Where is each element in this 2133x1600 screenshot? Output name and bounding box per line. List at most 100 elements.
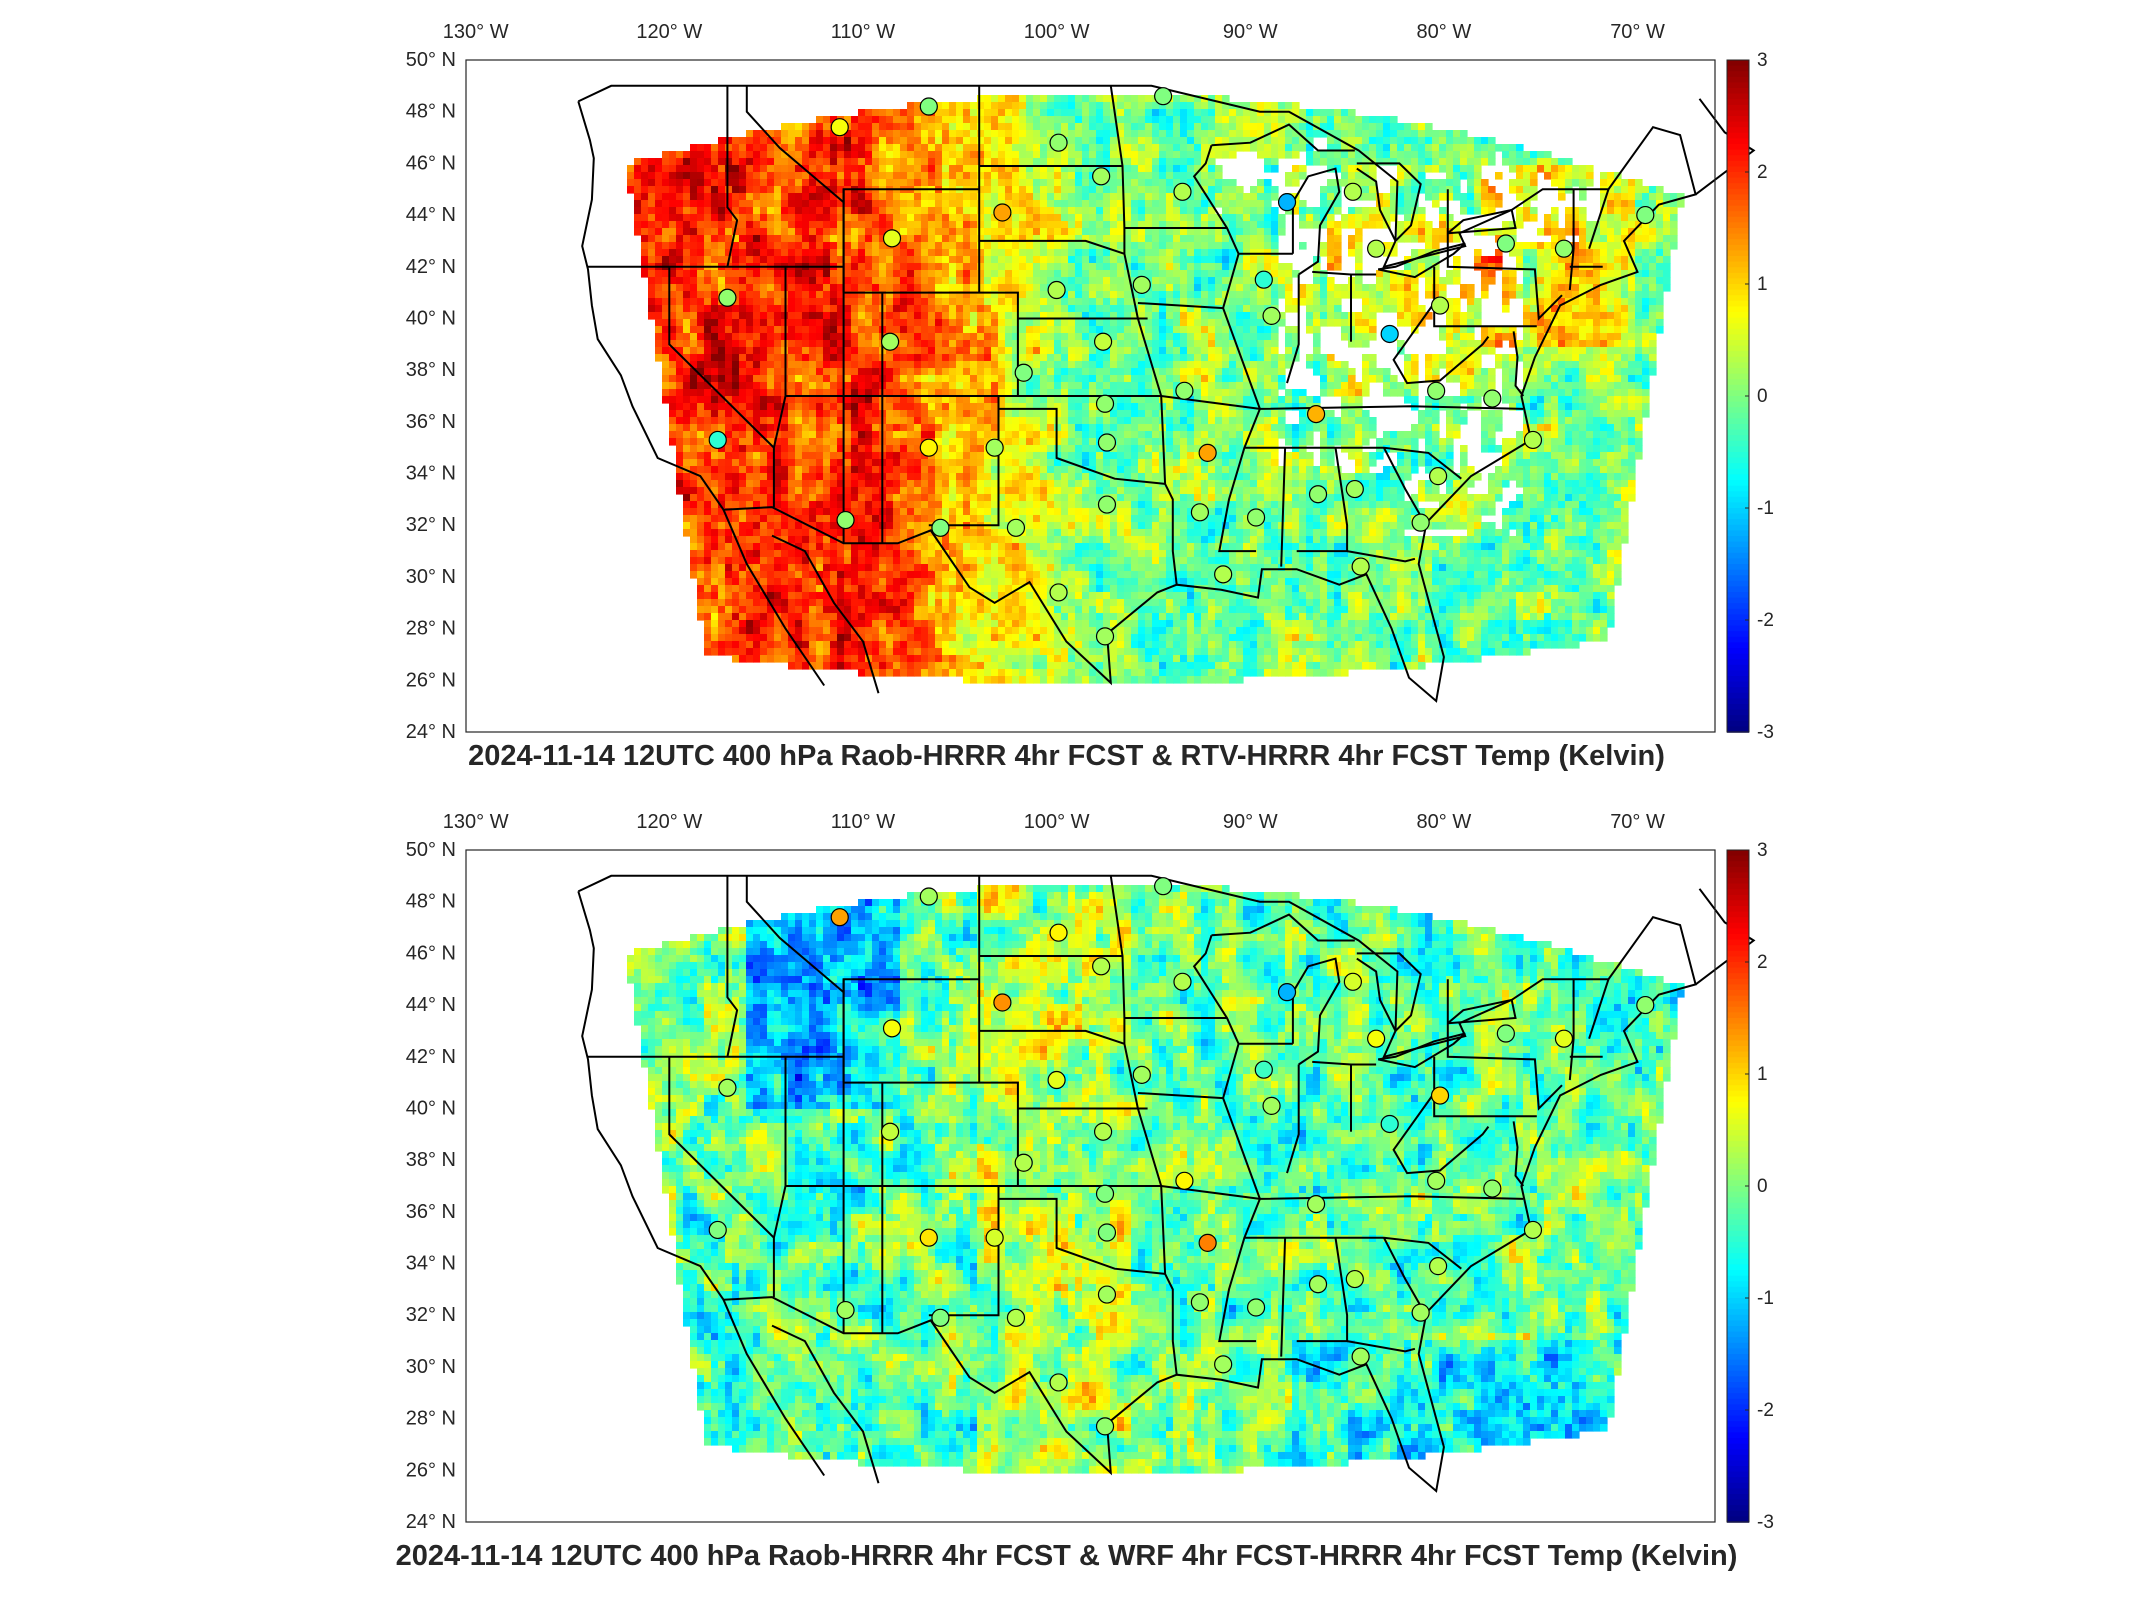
boundary-line (1286, 1064, 1300, 1174)
colorbar-segment (1727, 244, 1749, 252)
colorbar-segment (1727, 368, 1749, 375)
colorbar-segment (1727, 188, 1749, 196)
colorbar-segment (1727, 1426, 1749, 1434)
colorbar-segment (1727, 328, 1749, 336)
raob-station-marker (836, 510, 855, 530)
colorbar-segment (1727, 99, 1749, 106)
longitude-tick-label: 120° W (636, 811, 702, 833)
colorbar-segment (1727, 222, 1749, 229)
colorbar-segment (1727, 362, 1749, 369)
latitude-tick-label: 26° N (406, 669, 456, 691)
colorbar-segment (1727, 1124, 1749, 1131)
raob-station-marker (931, 518, 950, 537)
colorbar-segment (1727, 978, 1749, 986)
latitude-tick-label: 48° N (406, 101, 456, 123)
colorbar-segment (1727, 1130, 1749, 1137)
colorbar-segment (1727, 1090, 1749, 1098)
boundary-line (1211, 123, 1355, 152)
colorbar-segment (1727, 1404, 1749, 1411)
colorbar-segment (1727, 1348, 1749, 1355)
boundary-line (722, 509, 826, 687)
boundary-line (1291, 957, 1341, 1066)
raob-station-marker (1636, 205, 1655, 225)
colorbar-segment (1727, 524, 1749, 532)
boundary-line (577, 84, 1697, 703)
colorbar-segment (1727, 1068, 1749, 1075)
colorbar-segment (1727, 261, 1749, 268)
raob-station-marker (1411, 1303, 1430, 1322)
raob-station-marker (919, 438, 938, 457)
boundary-line (771, 534, 880, 694)
latitude-tick-label: 28° N (406, 1408, 456, 1430)
raob-station-marker (1262, 306, 1281, 325)
raob-station-marker (718, 288, 737, 307)
colorbar-segment (1727, 82, 1749, 89)
colorbar-segment (1727, 1186, 1749, 1193)
colorbar-segment (1727, 878, 1749, 885)
raob-station-marker (1367, 239, 1386, 258)
map-title-top: 2024-11-14 12UTC 400 hPa Raob-HRRR 4hr F… (0, 740, 2133, 773)
boundary-line (1446, 979, 1563, 1111)
colorbar-segment (1727, 323, 1749, 330)
colorbar-segment (1727, 894, 1749, 902)
raob-station-marker (1049, 583, 1068, 602)
boundary-line (998, 407, 1166, 485)
colorbar-segment (1727, 939, 1749, 946)
colorbar-segment (1727, 1443, 1749, 1450)
latitude-tick-label: 44° N (406, 204, 456, 226)
raob-station-marker (1428, 1257, 1448, 1276)
raob-station-marker (1095, 627, 1115, 646)
raob-station-marker (985, 1228, 1004, 1247)
colorbar-segment (1727, 429, 1749, 436)
raob-station-marker (1277, 193, 1297, 212)
raob-station-marker (1343, 972, 1362, 991)
colorbar-segment (1727, 233, 1749, 240)
colorbar-segment (1727, 104, 1749, 112)
boundary-line (1346, 1340, 1416, 1353)
colorbar-segment (1727, 648, 1749, 655)
latitude-tick-label: 30° N (406, 566, 456, 588)
colorbar-segment (1727, 1012, 1749, 1019)
raob-station-marker (708, 1220, 727, 1240)
colorbar-segment (1727, 205, 1749, 212)
latitude-tick-label: 24° N (406, 1511, 456, 1533)
colorbar-segment (1727, 530, 1749, 537)
colorbar-segment (1727, 990, 1749, 997)
colorbar-segment (1727, 284, 1749, 291)
boundary-line (1192, 934, 1261, 1343)
colorbar-segment (1727, 508, 1749, 515)
colorbar-segment (1727, 1398, 1749, 1406)
colorbar-tick-label: -1 (1757, 1288, 1774, 1309)
colorbar-segment (1727, 1214, 1749, 1221)
colorbar-segment (1727, 676, 1749, 683)
raob-station-marker (1214, 1355, 1233, 1374)
colorbar-segment (1727, 1438, 1749, 1445)
boundary-line (979, 239, 1125, 255)
longitude-tick-label: 80° W (1417, 811, 1472, 833)
colorbar-segment (1727, 603, 1749, 610)
latitude-tick-label: 38° N (406, 359, 456, 381)
colorbar-segment (1727, 883, 1749, 890)
colorbar-segment (1727, 351, 1749, 358)
boundary-line (1280, 1237, 1287, 1357)
colorbar-segment (1727, 934, 1749, 941)
colorbar-segment (1727, 1298, 1749, 1305)
colorbar-segment (1727, 1247, 1749, 1254)
boundary-line (979, 1029, 1125, 1045)
raob-station-marker (1277, 983, 1297, 1002)
colorbar-segment (1727, 110, 1749, 117)
colorbar-segment (1727, 1034, 1749, 1042)
longitude-tick-label: 110° W (831, 21, 895, 43)
raob-station-marker (1343, 182, 1362, 201)
boundary-line (1109, 85, 1178, 585)
raob-station-marker (1097, 1285, 1117, 1304)
colorbar-segment (1727, 1006, 1749, 1014)
boundary-line (745, 875, 980, 995)
colorbar-segment (1727, 928, 1749, 935)
colorbar-segment (1727, 132, 1749, 140)
boundary-line (1588, 188, 1610, 250)
colorbar-segment (1727, 1102, 1749, 1109)
boundary-line (1588, 978, 1610, 1040)
latitude-tick-label: 50° N (406, 839, 456, 861)
colorbar-segment (1727, 480, 1749, 487)
